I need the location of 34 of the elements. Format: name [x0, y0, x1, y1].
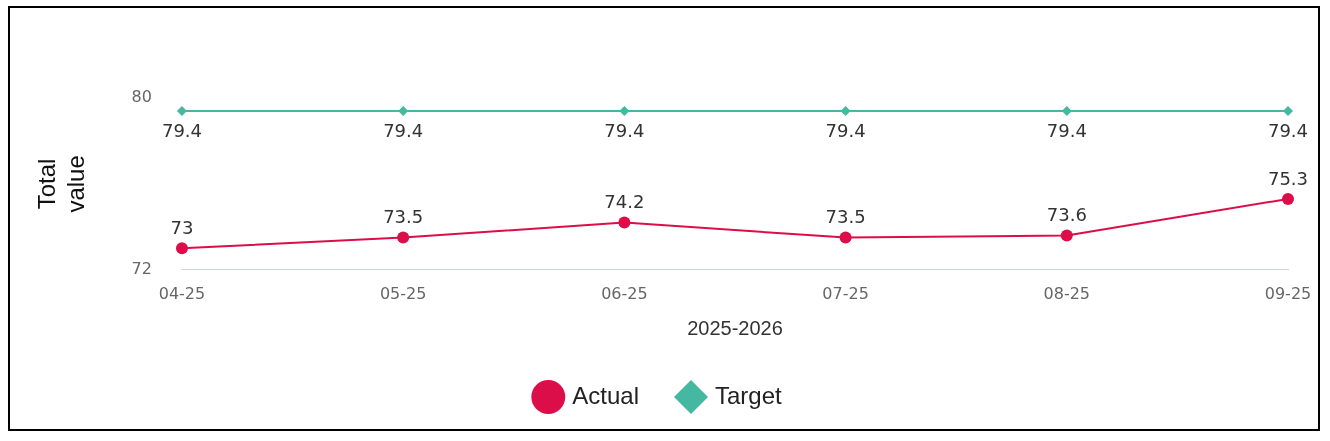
data-label: 73.5 — [825, 206, 866, 228]
data-label: 79.4 — [161, 119, 202, 141]
y-axis-title: Total value — [33, 155, 89, 213]
point — [1283, 105, 1293, 116]
x-tick-label: 04-25 — [158, 283, 206, 303]
x-tick-label: 08-25 — [1043, 283, 1091, 303]
data-label: 79.4 — [383, 119, 424, 141]
data-label: 74.2 — [604, 191, 645, 213]
point — [175, 242, 188, 255]
y-tick-label: 80 — [131, 87, 152, 107]
point — [618, 216, 631, 229]
data-label: 79.4 — [1046, 119, 1087, 141]
y-tick-label: 72 — [131, 258, 152, 278]
x-tick-label: 05-25 — [379, 283, 427, 303]
data-label: 73 — [170, 217, 194, 238]
legend-label: Actual — [572, 381, 639, 409]
point — [1282, 192, 1294, 205]
point — [619, 105, 630, 116]
point — [840, 105, 851, 116]
data-label: 75.3 — [1267, 167, 1309, 189]
data-label: 73.5 — [383, 206, 424, 228]
point — [397, 231, 410, 244]
x-tick-label: 07-25 — [822, 283, 869, 303]
x-tick-label: 06-25 — [601, 283, 648, 303]
data-label: 73.6 — [1046, 204, 1087, 226]
data-label: 79.4 — [1267, 119, 1309, 141]
x-axis-title: 2025-2026 — [687, 316, 783, 339]
legend-label: Target — [715, 381, 783, 409]
data-label: 79.4 — [604, 119, 645, 141]
data-label: 79.4 — [825, 119, 866, 141]
point — [1060, 229, 1073, 242]
x-tick-label: 09-25 — [1264, 283, 1312, 303]
point — [839, 231, 852, 244]
point — [176, 105, 187, 116]
